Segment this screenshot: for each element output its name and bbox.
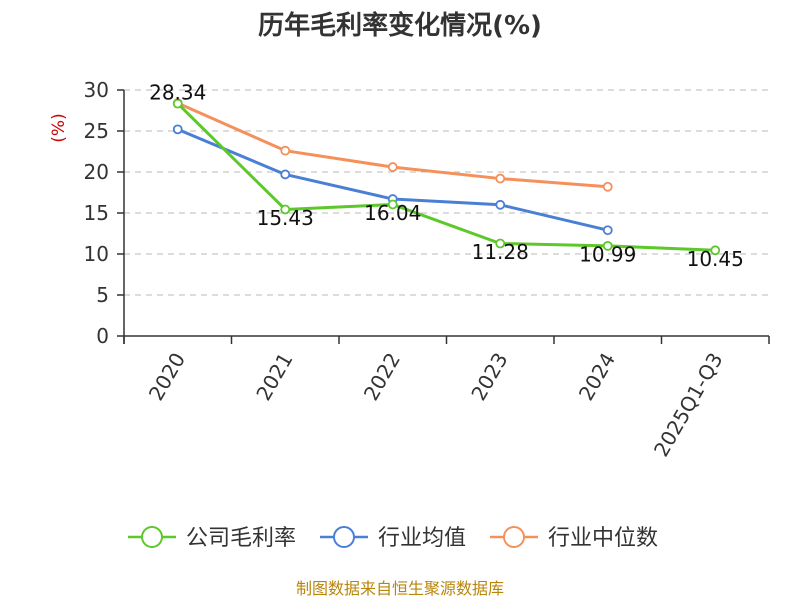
y-tick-label: 15 xyxy=(84,201,109,225)
legend-marker xyxy=(141,526,163,548)
series-line xyxy=(176,102,716,252)
data-point xyxy=(280,145,291,156)
x-tick-label: 2025Q1-Q3 xyxy=(649,349,728,461)
data-point xyxy=(387,199,398,210)
data-label: 11.28 xyxy=(472,240,529,264)
y-tick-label: 0 xyxy=(96,324,109,348)
data-label: 15.43 xyxy=(257,206,314,230)
source-note: 制图数据来自恒生聚源数据库 xyxy=(296,579,504,598)
legend-item[interactable]: 行业中位数 xyxy=(490,526,658,551)
y-tick-label: 20 xyxy=(84,160,109,184)
data-point xyxy=(280,204,291,215)
x-tick-label: 2023 xyxy=(466,349,512,405)
data-label: 10.45 xyxy=(687,247,744,271)
legend-item[interactable]: 公司毛利率 xyxy=(128,526,296,551)
legend-marker xyxy=(503,526,525,548)
data-point xyxy=(280,169,291,180)
data-point xyxy=(602,240,613,251)
data-point xyxy=(495,238,506,249)
x-tick-label: 2021 xyxy=(251,349,297,405)
axes: 0 5 10 15 20 25 30 2020 2021 2022 2023 2024 2025Q1-Q… xyxy=(84,78,770,461)
x-tick-label: 2020 xyxy=(144,349,190,405)
legend[interactable]: 公司毛利率 行业均值 行业中位数 xyxy=(128,526,658,551)
series-line xyxy=(177,101,608,189)
x-tick-label: 2024 xyxy=(574,349,620,405)
y-tick-label: 10 xyxy=(84,242,109,266)
data-label: 28.34 xyxy=(149,81,206,105)
legend-label: 公司毛利率 xyxy=(186,526,296,551)
y-tick-label: 30 xyxy=(84,78,109,102)
data-point xyxy=(387,162,398,172)
data-point xyxy=(172,124,183,135)
data-point xyxy=(495,199,506,210)
data-label: 16.04 xyxy=(364,201,421,225)
y-tick-label: 25 xyxy=(84,119,109,143)
data-point xyxy=(602,225,613,236)
x-tick-label: 2022 xyxy=(359,349,405,405)
legend-item[interactable]: 行业均值 xyxy=(320,526,466,551)
data-labels: 28.34 15.43 16.04 11.28 10.99 10.45 xyxy=(149,81,744,271)
data-point xyxy=(602,181,613,192)
legend-label: 行业均值 xyxy=(378,526,466,551)
legend-label: 行业中位数 xyxy=(548,526,658,551)
chart-title: 历年毛利率变化情况(%) xyxy=(258,10,542,41)
data-label: 10.99 xyxy=(579,242,636,266)
y-tick-label: 5 xyxy=(96,283,109,307)
data-point xyxy=(495,173,506,184)
legend-marker xyxy=(333,526,355,548)
y-axis-label: (%) xyxy=(49,113,69,142)
data-point xyxy=(710,245,721,256)
series-group xyxy=(172,98,721,256)
data-point xyxy=(172,98,183,109)
